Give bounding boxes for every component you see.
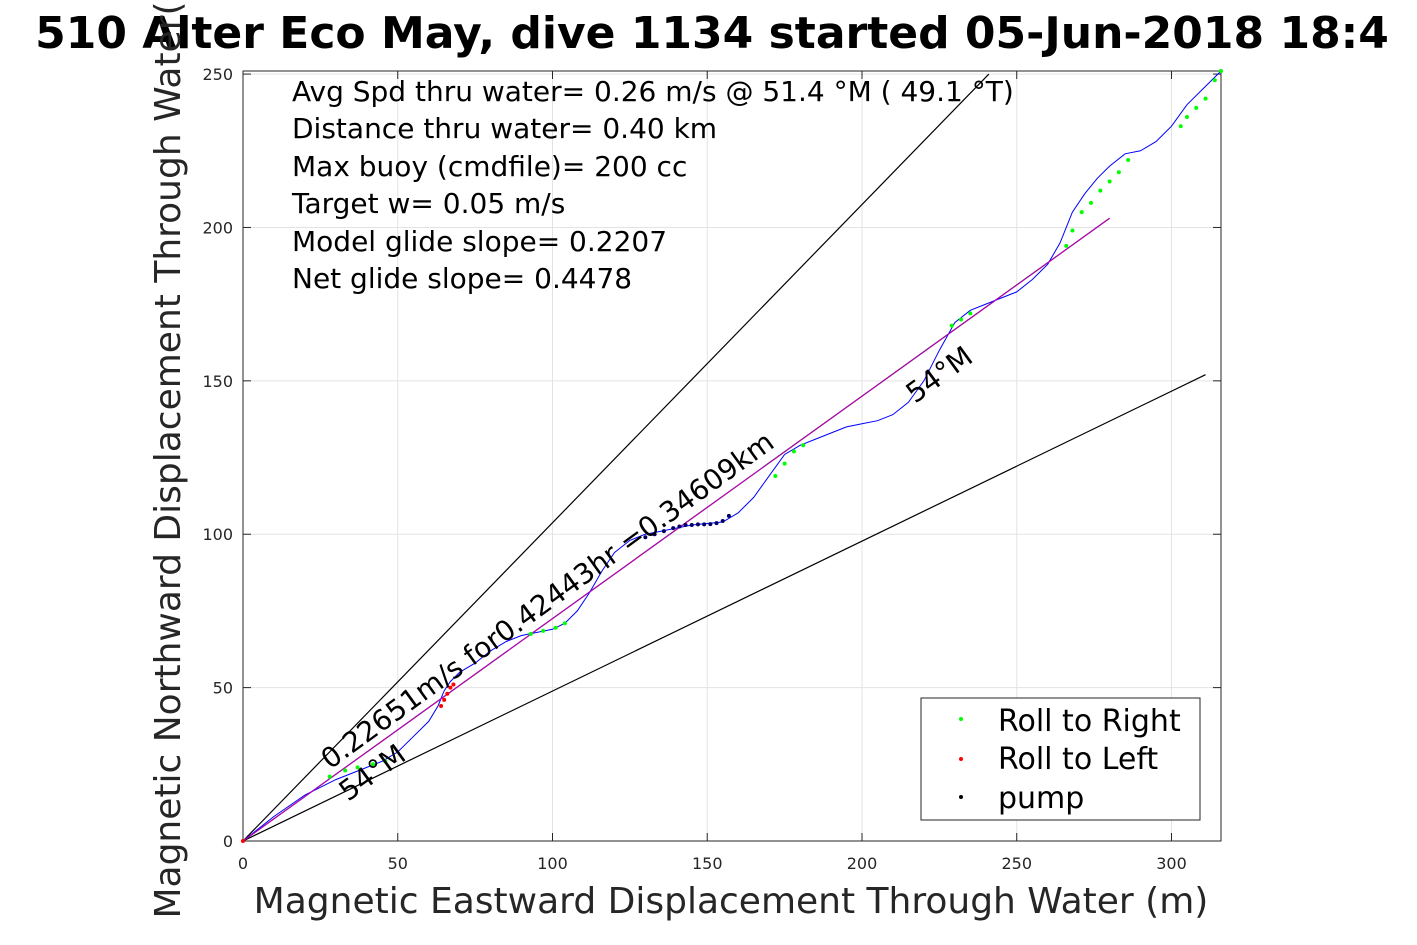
y-tick-label: 250 [202,65,233,84]
reference-line-1 [242,374,1206,842]
point-roll-to-right [801,443,806,448]
point-pump [726,513,731,518]
point-roll-to-right [1116,170,1121,175]
x-tick-label: 100 [537,854,568,873]
reference-line-0 [242,73,990,842]
point-roll-to-right [355,765,360,770]
y-tick-label: 200 [202,218,233,237]
y-tick-label: 100 [202,525,233,544]
annotation-line-avg-speed: Avg Spd thru water= 0.26 m/s @ 51.4 °M (… [292,75,1014,108]
point-pump [702,522,707,527]
point-roll-to-left [442,697,447,702]
annotation-line-model-slope: Model glide slope= 0.2207 [292,225,667,258]
point-roll-to-right [1079,210,1084,215]
point-roll-to-right [1212,78,1217,83]
point-roll-to-left [439,704,444,709]
point-pump [708,522,713,527]
point-pump [683,523,688,528]
x-tick-label: 300 [1156,854,1187,873]
point-pump [652,532,657,537]
grid [242,71,1221,842]
point-roll-to-right [1194,105,1199,110]
point-pump [714,521,719,526]
point-roll-to-right [1184,115,1189,120]
point-roll-to-right [1219,69,1223,73]
x-tick-label: 0 [238,854,248,873]
x-tick-label: 200 [847,854,878,873]
point-roll-to-right [949,323,954,328]
point-roll-to-right [1178,124,1183,129]
annotation-line-max-buoy: Max buoy (cmdfile)= 200 cc [292,150,687,183]
plot-frame [242,70,1222,842]
point-roll-to-right [1064,243,1069,248]
point-roll-to-right [528,631,533,636]
legend-marker-roll-right [959,717,963,721]
legend-label-roll-left: Roll to Left [998,742,1158,777]
point-roll-to-right [1089,200,1094,205]
legend-label-roll-right: Roll to Right [998,704,1181,739]
point-roll-to-right [1203,96,1208,101]
legend-label-pump: pump [998,781,1084,816]
point-roll-to-right [968,311,973,316]
point-roll-to-right [553,625,558,630]
annotation-line-distance: Distance thru water= 0.40 km [292,112,717,145]
point-pump [671,526,676,531]
chart-title: 510 Alter Eco May, dive 1134 started 05-… [35,8,1389,59]
point-roll-to-left [445,691,450,696]
legend-marker-pump [959,795,963,799]
y-axis-label: Magnetic Northward Displacement Through … [148,1,189,918]
point-roll-to-right [1070,228,1075,233]
annotation-line-target-w: Target w= 0.05 m/s [291,187,565,220]
point-pump [695,522,700,527]
point-roll-to-right [383,759,388,764]
legend-marker-roll-left [959,757,963,761]
x-axis-label: Magnetic Eastward Displacement Through W… [254,881,1209,922]
legend-box [920,697,1201,821]
point-roll-to-right [343,768,348,773]
y-tick-label: 50 [213,679,233,698]
point-roll-to-right [791,449,796,454]
track-summary-label: 0.22651m/s for0.42443hr =0.34609km [315,425,780,776]
point-pump [720,519,725,524]
y-tick-label: 0 [223,832,233,851]
legend: Roll to Right Roll to Left pump [920,697,1201,821]
point-roll-to-right [959,317,964,322]
point-roll-to-left [451,682,456,687]
point-roll-to-right [370,762,375,767]
point-pump [677,524,682,529]
x-tick-label: 150 [692,854,723,873]
point-roll-to-right [782,461,787,466]
x-tick-label: 250 [1001,854,1032,873]
point-roll-to-right [773,473,778,478]
x-axis-ticks: 0 50 100 150 200 250 300 [238,71,1187,873]
y-tick-label: 150 [202,372,233,391]
point-roll-to-right [1126,157,1131,162]
point-roll-to-left [448,685,453,690]
point-roll-to-left [241,839,245,843]
series-line-track [242,70,1222,842]
point-pump [689,523,694,528]
point-roll-to-right [327,774,332,779]
annotation-block: Avg Spd thru water= 0.26 m/s @ 51.4 °M (… [291,75,1014,295]
series-line-magenta [242,217,1110,842]
annotation-line-net-slope: Net glide slope= 0.4478 [292,262,632,295]
point-pump [643,535,648,540]
point-roll-to-right [1107,179,1112,184]
point-roll-to-right [1098,188,1103,193]
point-roll-to-right [562,621,567,626]
point-roll-to-right [541,628,546,633]
point-pump [661,529,666,534]
series-layer [241,69,1223,843]
x-tick-label: 50 [388,854,408,873]
